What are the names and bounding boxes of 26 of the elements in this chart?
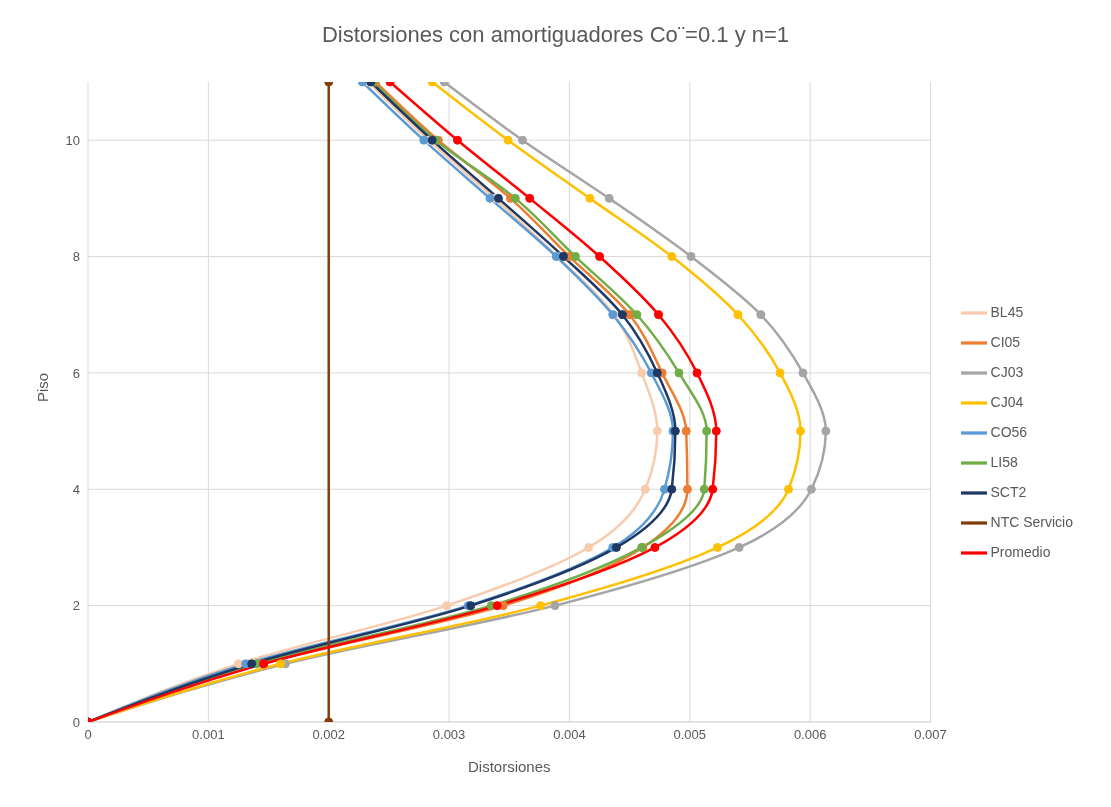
x-axis-title: Distorsiones xyxy=(468,758,551,775)
legend-label: SCT2 xyxy=(990,484,1027,500)
legend-label: NTC Servicio xyxy=(990,514,1073,530)
x-tick-label: 0.002 xyxy=(312,727,345,743)
y-tick-label: 10 xyxy=(65,132,80,148)
y-tick-label: 8 xyxy=(72,249,80,265)
legend-label: BL45 xyxy=(990,304,1024,320)
x-tick-label: 0.005 xyxy=(673,727,707,743)
y-tick-label: 4 xyxy=(72,481,80,497)
legend-label: CJ04 xyxy=(990,394,1024,410)
x-tick-label: 0.007 xyxy=(914,727,947,743)
x-tick-label: 0 xyxy=(84,727,92,743)
y-tick-label: 0 xyxy=(72,714,80,730)
legend-label: CJ03 xyxy=(990,364,1024,380)
legend-label: Promedio xyxy=(990,544,1051,560)
x-tick-label: 0.003 xyxy=(432,727,466,743)
chart-title: Distorsiones con amortiguadores Co¨=0.1 y n=1 xyxy=(320,21,791,49)
legend-label: LI58 xyxy=(990,454,1018,470)
legend-label: CO56 xyxy=(990,424,1028,440)
y-axis-title: Piso xyxy=(34,372,52,402)
y-tick-label: 2 xyxy=(72,598,80,614)
x-tick-label: 0.006 xyxy=(793,727,827,743)
x-tick-label: 0.001 xyxy=(192,727,225,743)
legend-label: CI05 xyxy=(990,334,1021,350)
x-tick-label: 0.004 xyxy=(553,727,586,743)
y-tick-label: 6 xyxy=(72,365,80,381)
